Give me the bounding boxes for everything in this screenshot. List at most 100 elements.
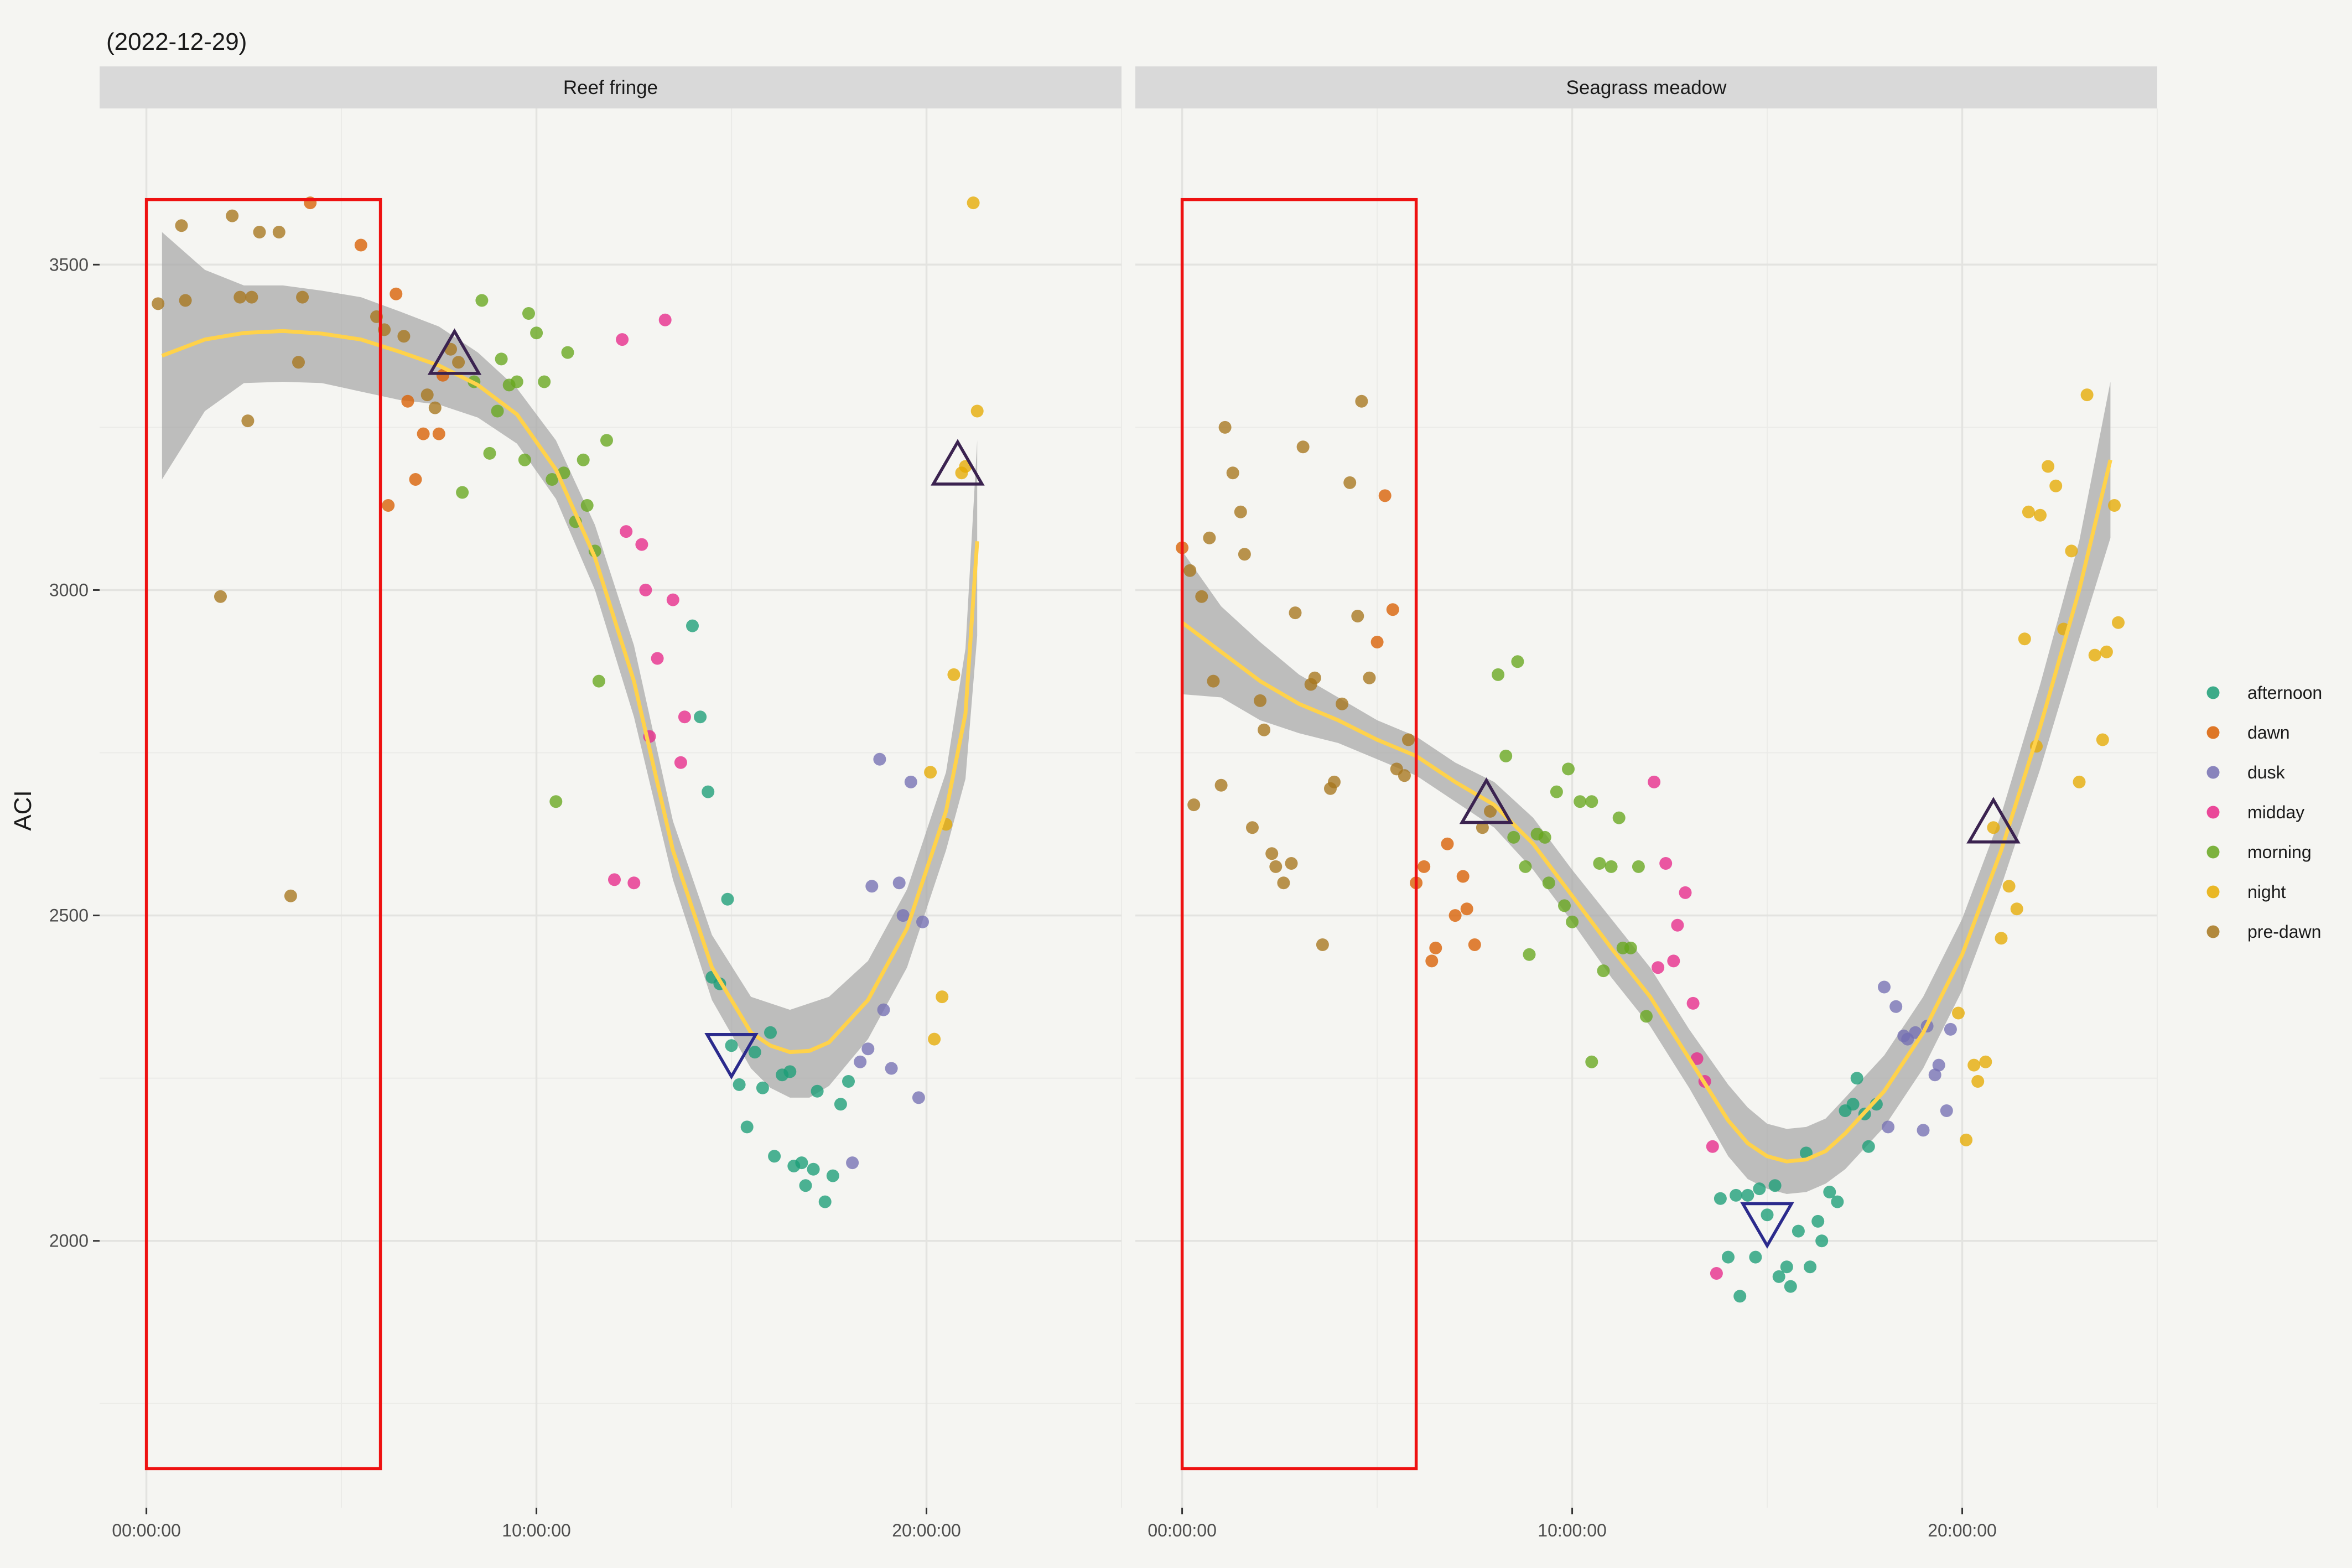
data-point-dawn (354, 238, 367, 252)
data-point-afternoon (799, 1179, 812, 1192)
data-point-midday (635, 538, 648, 551)
y-axis-title: ACI (9, 790, 37, 830)
data-point-morning (1632, 860, 1645, 873)
data-point-pre-dawn (1207, 674, 1220, 688)
data-point-afternoon (811, 1084, 824, 1098)
data-point-pre-dawn (1328, 775, 1341, 788)
data-point-morning (483, 446, 496, 460)
legend-label-dawn: dawn (2247, 723, 2290, 743)
data-point-pre-dawn (1355, 394, 1368, 408)
data-point-night (2010, 902, 2023, 916)
data-point-night (1995, 932, 2008, 945)
data-point-afternoon (1730, 1188, 1743, 1202)
data-point-midday (666, 593, 679, 606)
data-point-dusk (896, 909, 910, 922)
data-point-morning (538, 375, 551, 388)
data-point-pre-dawn (1254, 694, 1267, 707)
data-point-morning (491, 404, 504, 418)
data-point-night (947, 668, 960, 681)
data-point-afternoon (1722, 1250, 1735, 1264)
legend: afternoon dawn dusk midday morning night pre-d… (2206, 683, 2322, 942)
data-point-afternoon (733, 1078, 746, 1091)
data-point-dawn (1386, 603, 1399, 616)
data-point-morning (1612, 811, 1626, 824)
panel-0: Reef fringe 00:00:00 10:00:00 20:00:00 2000 2… (49, 66, 1122, 1540)
data-point-pre-dawn (179, 294, 192, 307)
data-point-dusk (877, 1003, 890, 1016)
data-point-afternoon (1768, 1179, 1782, 1192)
data-point-afternoon (1815, 1234, 1829, 1248)
data-point-pre-dawn (1316, 938, 1329, 951)
facet-strip (1135, 66, 2157, 108)
data-point-afternoon (1850, 1072, 1863, 1085)
data-point-morning (1523, 948, 1536, 961)
smooth-line (1181, 459, 2112, 1164)
data-point-afternoon (694, 710, 707, 724)
data-point-afternoon (756, 1081, 769, 1094)
data-point-night (1960, 1133, 1973, 1146)
data-point-pre-dawn (428, 401, 442, 414)
x-tick-label: 00:00:00 (112, 1520, 181, 1540)
highlight-box (1180, 198, 1418, 1471)
data-point-dawn (1418, 860, 1431, 873)
x-tick-label: 10:00:00 (1538, 1520, 1607, 1540)
data-point-pre-dawn (1183, 564, 1197, 577)
data-point-midday (1686, 996, 1700, 1010)
legend-key-dusk (2206, 766, 2220, 779)
data-point-pre-dawn (1351, 610, 1364, 622)
trough-marker-triangle-down (1740, 1202, 1794, 1249)
data-point-pre-dawn (1289, 606, 1302, 620)
data-point-dawn (1448, 909, 1462, 922)
data-point-morning (1542, 876, 1555, 890)
legend-label-morning: morning (2247, 842, 2312, 862)
data-point-afternoon (740, 1120, 754, 1134)
data-point-morning (1558, 899, 1571, 912)
panel-background (1135, 108, 2157, 1508)
data-point-afternoon (1804, 1260, 1817, 1274)
data-point-pre-dawn (1398, 769, 1411, 782)
data-point-pre-dawn (1203, 531, 1216, 544)
data-point-afternoon (1792, 1224, 1805, 1238)
data-point-dusk (1928, 1068, 1941, 1082)
data-point-morning (1605, 860, 1618, 873)
data-point-afternoon (1761, 1208, 1774, 1222)
data-point-dawn (1456, 870, 1470, 883)
data-point-morning (580, 499, 594, 512)
data-point-night (2112, 616, 2125, 629)
data-point-pre-dawn (272, 226, 285, 238)
data-point-night (2002, 880, 2016, 893)
data-point-night (2080, 388, 2094, 402)
data-point-dusk (861, 1042, 875, 1056)
data-point-morning (561, 346, 574, 359)
data-point-midday (639, 583, 652, 596)
data-point-morning (577, 453, 590, 466)
legend-key-midday (2206, 806, 2220, 819)
data-point-pre-dawn (1363, 671, 1376, 684)
data-point-morning (1585, 795, 1598, 808)
data-point-dawn (1425, 954, 1439, 968)
data-point-dawn (1378, 489, 1392, 502)
data-point-night (924, 766, 937, 779)
data-point-midday (678, 710, 691, 724)
data-point-pre-dawn (1402, 733, 1415, 746)
data-point-pre-dawn (175, 219, 188, 232)
data-point-midday (651, 652, 664, 665)
data-point-pre-dawn (233, 290, 247, 304)
data-point-pre-dawn (296, 290, 309, 304)
data-point-morning (1593, 857, 1606, 870)
data-point-night (2049, 479, 2063, 492)
data-point-morning (1538, 830, 1551, 844)
data-point-dusk (1917, 1124, 1930, 1137)
data-point-dawn (382, 499, 395, 512)
data-point-dawn (409, 473, 422, 486)
data-point-pre-dawn (226, 209, 239, 222)
data-point-afternoon (818, 1195, 832, 1208)
data-point-pre-dawn (1187, 798, 1201, 812)
legend-key-night (2206, 885, 2220, 899)
data-point-dusk (1878, 980, 1891, 994)
data-point-pre-dawn (1258, 723, 1271, 736)
data-point-night (1967, 1058, 1981, 1072)
data-point-pre-dawn (1238, 548, 1251, 561)
data-point-pre-dawn (241, 414, 255, 428)
data-point-night (970, 404, 984, 418)
